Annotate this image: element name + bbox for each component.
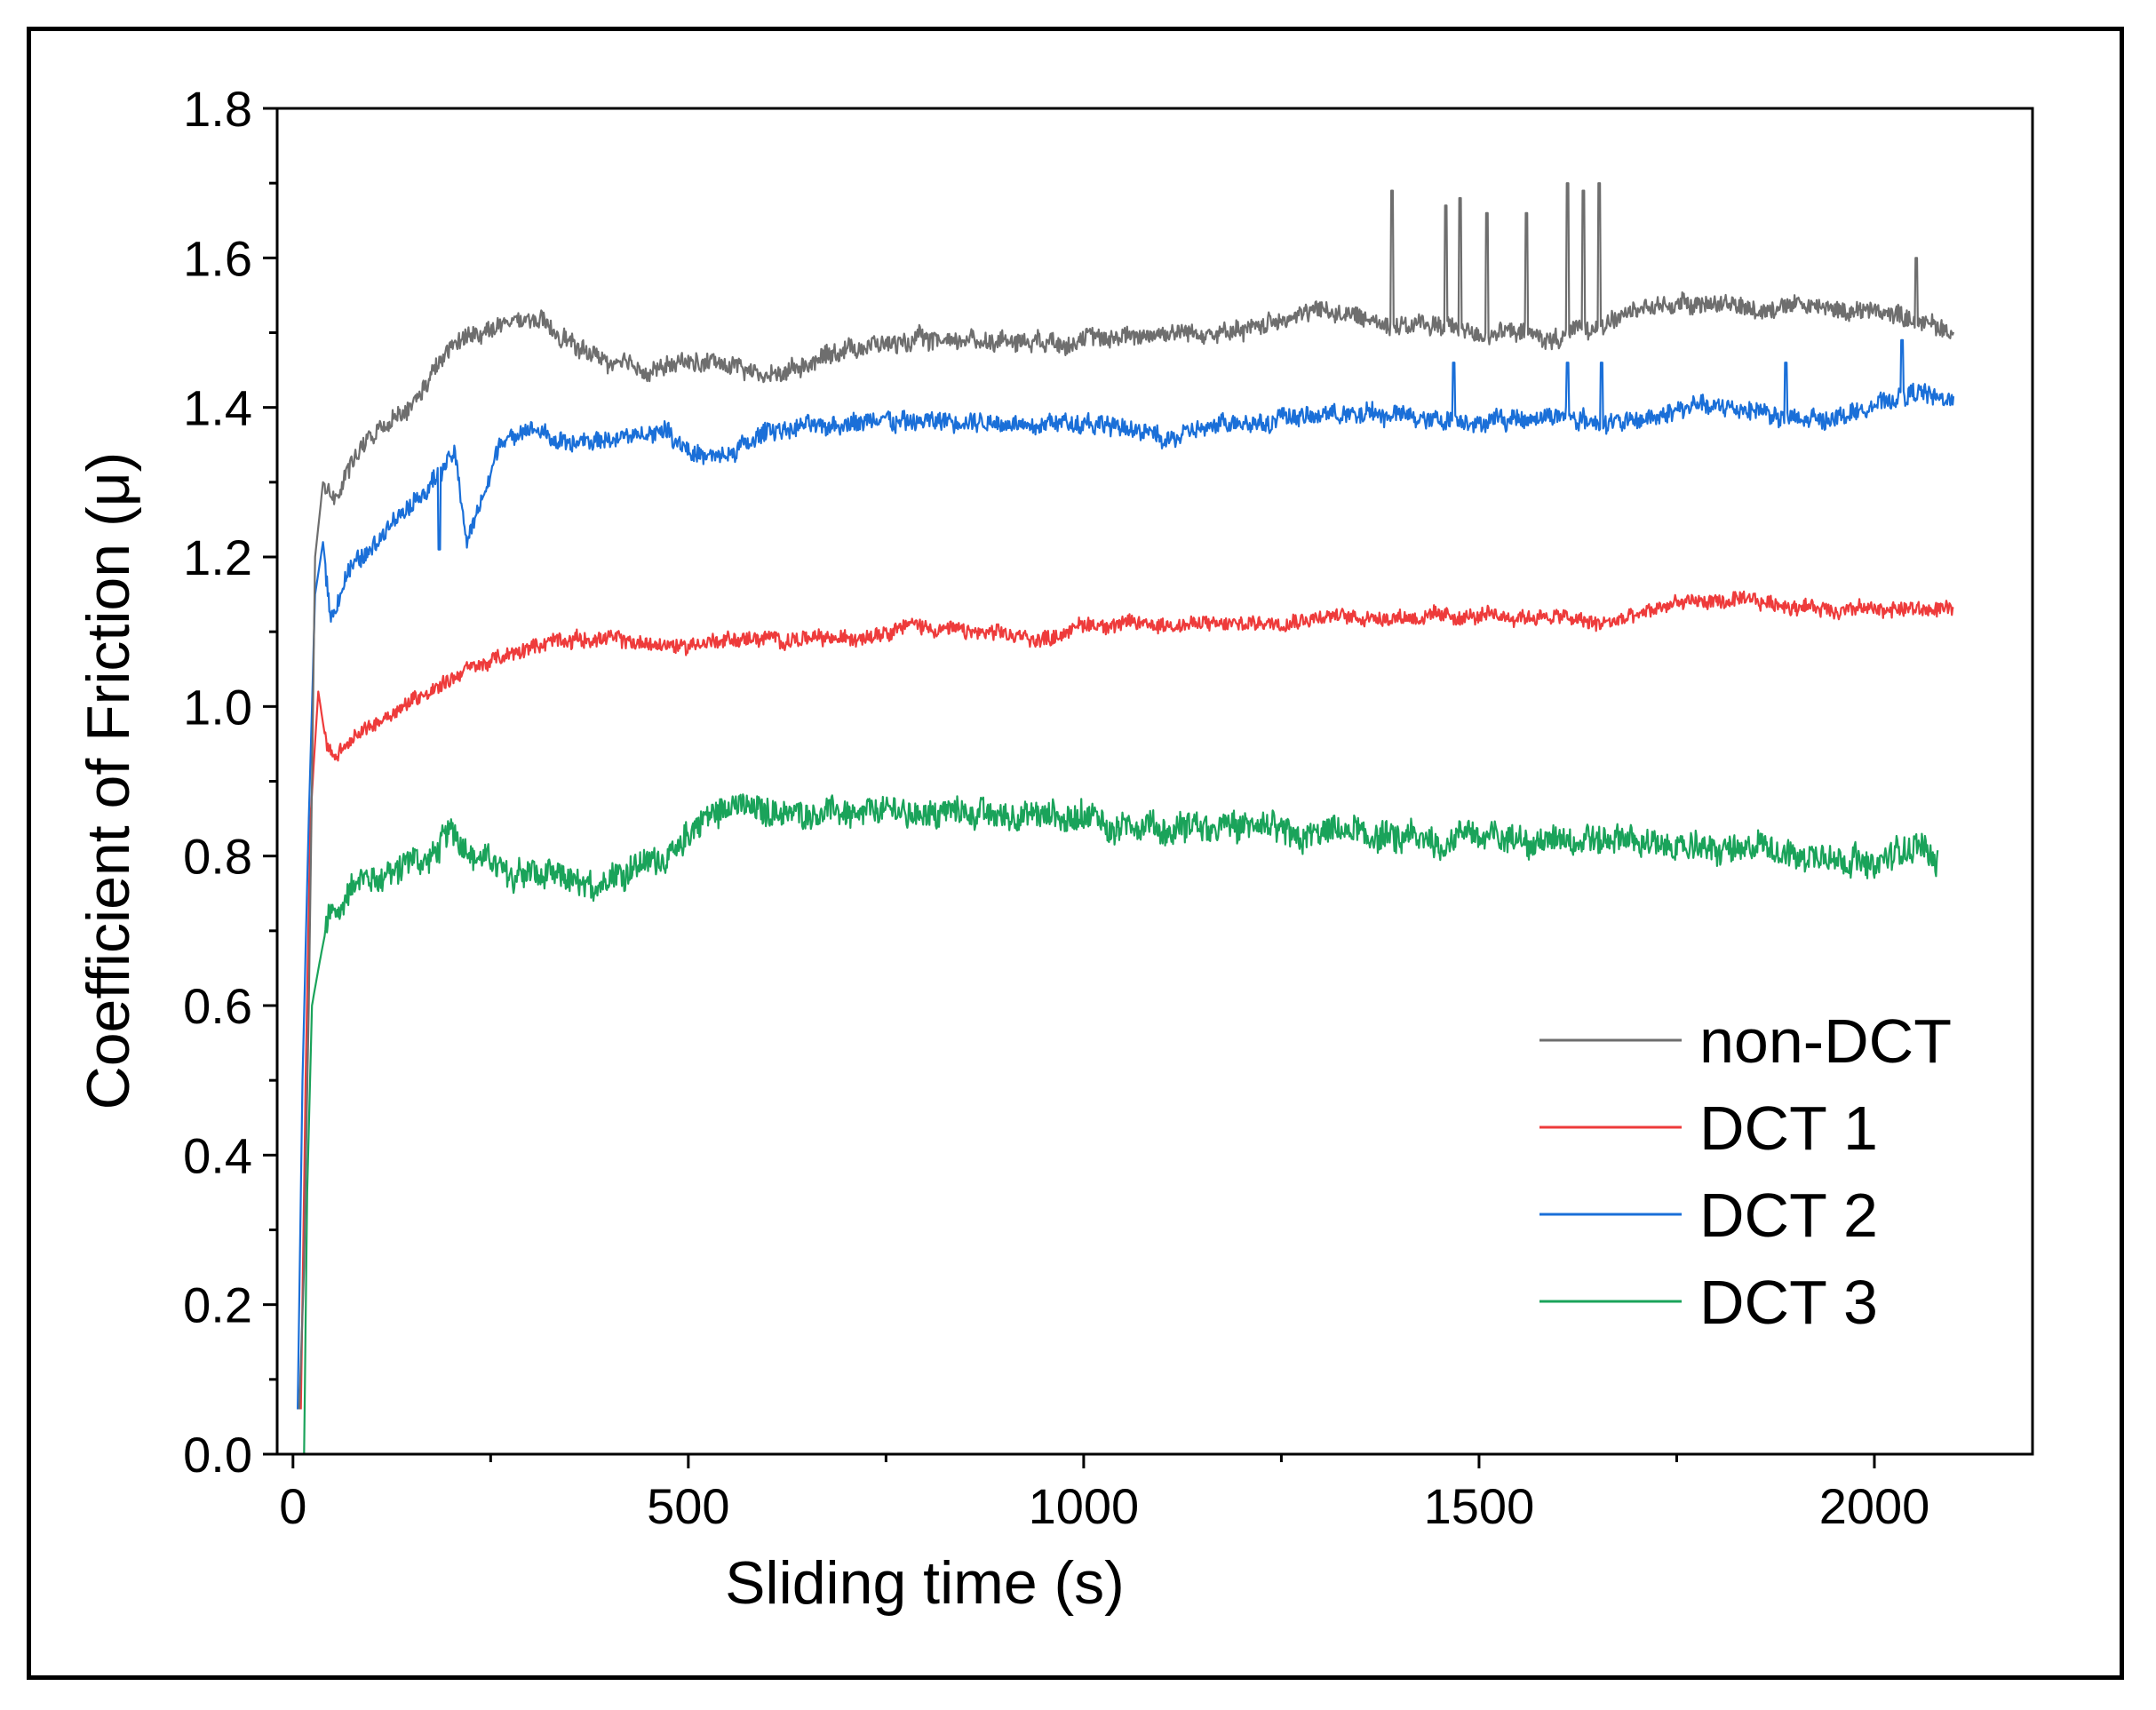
legend-label: DCT 3 bbox=[1699, 1268, 1878, 1337]
y-tick-label: 1.8 bbox=[183, 81, 252, 137]
y-tick-label: 0.4 bbox=[183, 1127, 252, 1183]
y-axis-title: Coefficient of Friction (μ) bbox=[75, 452, 142, 1110]
y-tick-label: 1.6 bbox=[183, 230, 252, 286]
x-tick-label: 0 bbox=[279, 1478, 306, 1534]
x-tick-label: 1000 bbox=[1029, 1478, 1140, 1534]
series-line-dct-2 bbox=[297, 338, 1955, 1410]
legend-label: non-DCT bbox=[1699, 1006, 1952, 1076]
y-tick-label: 1.2 bbox=[183, 529, 252, 585]
figure-frame: 0 500 1000 1500 2000 0.0 0.2 0.4 0.6 0.8 1.0 1.2 1.4… bbox=[27, 27, 2124, 1680]
legend-label: DCT 1 bbox=[1699, 1094, 1878, 1163]
y-tick-label: 0.2 bbox=[183, 1277, 252, 1333]
axis-ticks: 0 500 1000 1500 2000 0.0 0.2 0.4 0.6 0.8 1.0 1.2 1.4… bbox=[183, 81, 1929, 1534]
x-tick-label: 500 bbox=[647, 1478, 729, 1534]
x-axis-title: Sliding time (s) bbox=[725, 1549, 1125, 1617]
y-tick-label: 1.4 bbox=[183, 380, 252, 436]
series-line-non-dct bbox=[298, 182, 1955, 1410]
y-tick-label: 0.0 bbox=[183, 1427, 252, 1483]
legend: non-DCT DCT 1 DCT 2 DCT 3 bbox=[1539, 1006, 1952, 1337]
chart: 0 500 1000 1500 2000 0.0 0.2 0.4 0.6 0.8 1.0 1.2 1.4… bbox=[75, 81, 2034, 1617]
series-line-dct-3 bbox=[303, 793, 1939, 1455]
series-line-dct-1 bbox=[299, 590, 1954, 1410]
x-tick-label: 1500 bbox=[1424, 1478, 1535, 1534]
series-layer bbox=[297, 182, 1955, 1455]
x-tick-label: 2000 bbox=[1819, 1478, 1930, 1534]
y-tick-label: 0.8 bbox=[183, 829, 252, 885]
y-tick-label: 1.0 bbox=[183, 679, 252, 735]
y-tick-label: 0.6 bbox=[183, 978, 252, 1034]
legend-label: DCT 2 bbox=[1699, 1181, 1878, 1250]
